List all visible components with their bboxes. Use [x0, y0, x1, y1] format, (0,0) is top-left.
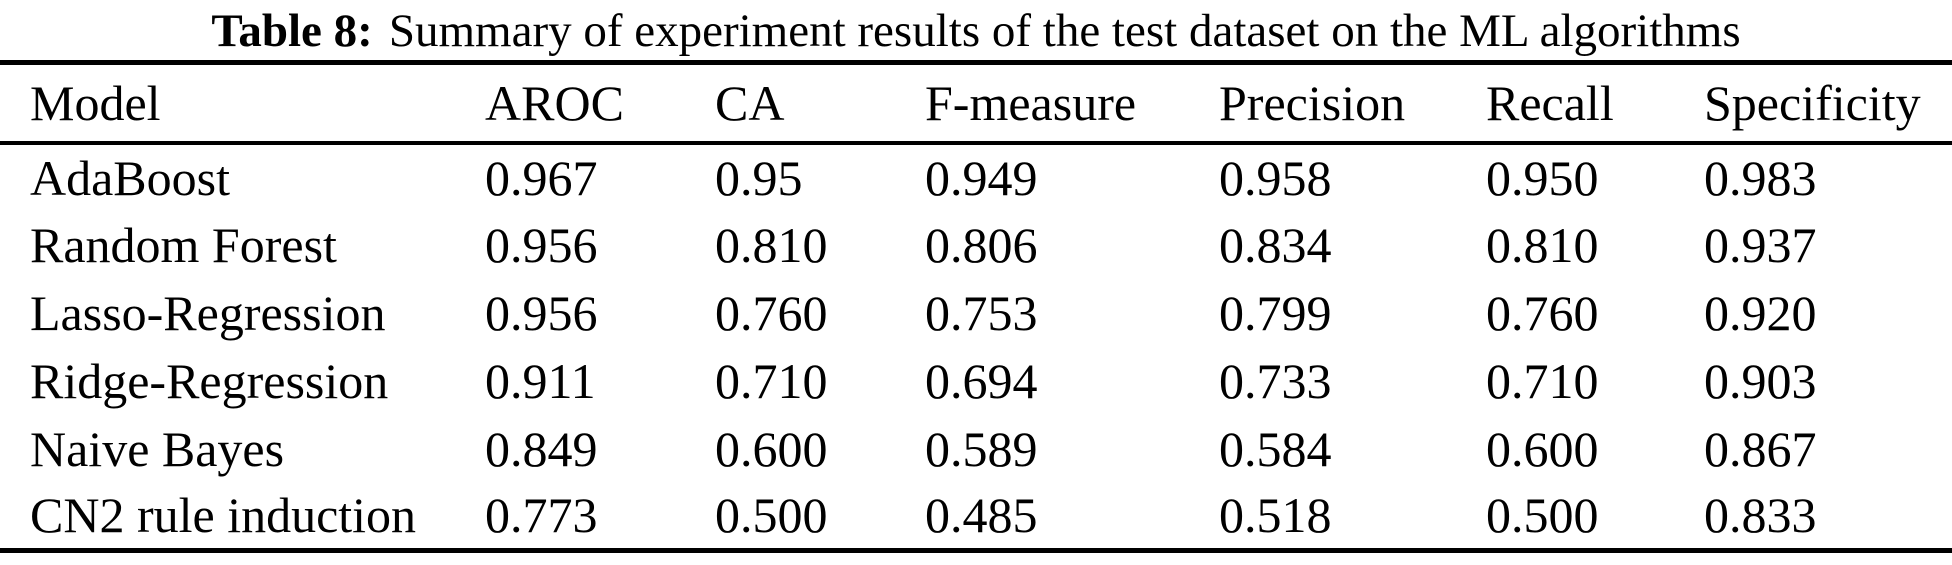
- row-label: CN2 rule induction: [30, 487, 417, 544]
- table-cell: 0.710: [715, 352, 828, 409]
- column-header-aroc: AROC: [485, 62, 715, 145]
- table-row-naive-bayes: Naive Bayes 0.849 0.600 0.589 0.584 0.60…: [0, 415, 1952, 483]
- table-cell: 0.849: [485, 420, 598, 477]
- table-cell: 0.600: [1486, 420, 1599, 477]
- table-cell: 0.760: [715, 284, 828, 341]
- table-cell: 0.920: [1704, 284, 1817, 341]
- table-cell: 0.584: [1219, 420, 1332, 477]
- table-cell: 0.500: [715, 487, 828, 544]
- table-cell: 0.589: [925, 420, 1038, 477]
- table-cell: 0.958: [1219, 149, 1332, 206]
- table-cell: 0.485: [925, 487, 1038, 544]
- table-caption: Table 8: Summary of experiment results of…: [0, 0, 1952, 60]
- table-row-random-forest: Random Forest 0.956 0.810 0.806 0.834 0.…: [0, 211, 1952, 279]
- column-header-precision: Precision: [1219, 62, 1486, 145]
- row-label: Lasso-Regression: [30, 284, 386, 341]
- table-cell: 0.833: [1704, 487, 1817, 544]
- header-row: Model AROC CA F-measure Precision Recall…: [0, 62, 1952, 145]
- table-cell: 0.911: [485, 352, 596, 409]
- table-cell: 0.760: [1486, 284, 1599, 341]
- table-cell: 0.834: [1219, 216, 1332, 273]
- column-header-recall: Recall: [1486, 62, 1704, 145]
- table-cell: 0.773: [485, 487, 598, 544]
- table-cell: 0.810: [715, 216, 828, 273]
- table-cell: 0.518: [1219, 487, 1332, 544]
- table-cell: 0.810: [1486, 216, 1599, 273]
- column-header-model: Model: [0, 62, 485, 145]
- table-cell: 0.600: [715, 420, 828, 477]
- table-caption-text: Summary of experiment results of the tes…: [388, 5, 1741, 57]
- table-cell: 0.903: [1704, 352, 1817, 409]
- row-label: Ridge-Regression: [30, 352, 389, 409]
- table-row-cn2-rule-induction: CN2 rule induction 0.773 0.500 0.485 0.5…: [0, 483, 1952, 551]
- column-header-specificity: Specificity: [1704, 62, 1952, 145]
- table-cell: 0.95: [715, 149, 803, 206]
- row-label: Naive Bayes: [30, 420, 285, 477]
- table-caption-number: Table 8:: [211, 5, 373, 57]
- column-header-ca: CA: [715, 62, 925, 145]
- table-cell: 0.956: [485, 216, 598, 273]
- table-cell: 0.694: [925, 352, 1038, 409]
- table-row-lasso-regression: Lasso-Regression 0.956 0.760 0.753 0.799…: [0, 279, 1952, 347]
- table-row-adaboost: AdaBoost 0.967 0.95 0.949 0.958 0.950 0.…: [0, 143, 1952, 211]
- row-label: Random Forest: [30, 216, 337, 273]
- table-cell: 0.937: [1704, 216, 1817, 273]
- column-header-f-measure: F-measure: [925, 62, 1219, 145]
- table-cell: 0.867: [1704, 420, 1817, 477]
- table-cell: 0.799: [1219, 284, 1332, 341]
- table-cell: 0.500: [1486, 487, 1599, 544]
- table-cell: 0.733: [1219, 352, 1332, 409]
- table-cell: 0.967: [485, 149, 598, 206]
- table-cell: 0.806: [925, 216, 1038, 273]
- table-cell: 0.950: [1486, 149, 1599, 206]
- table-cell: 0.753: [925, 284, 1038, 341]
- table-cell: 0.956: [485, 284, 598, 341]
- results-table: Model AROC CA F-measure Precision Recall…: [0, 60, 1952, 553]
- row-label: AdaBoost: [30, 149, 230, 206]
- table-row-ridge-regression: Ridge-Regression 0.911 0.710 0.694 0.733…: [0, 347, 1952, 415]
- table-cell: 0.710: [1486, 352, 1599, 409]
- table-cell: 0.983: [1704, 149, 1817, 206]
- table-cell: 0.949: [925, 149, 1038, 206]
